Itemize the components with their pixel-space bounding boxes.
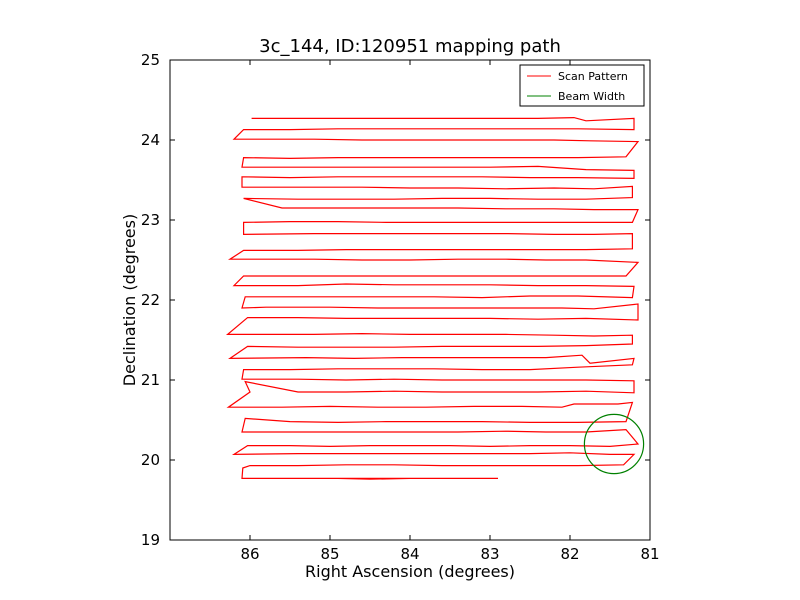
y-tick-label: 19 (141, 531, 160, 549)
y-tick-label: 25 (141, 51, 160, 69)
chart-title: 3c_144, ID:120951 mapping path (259, 36, 561, 57)
y-axis: 19 20 21 22 23 24 25 (141, 51, 650, 549)
y-tick-label: 24 (141, 131, 160, 149)
y-tick-label: 22 (141, 291, 160, 309)
y-tick-label: 20 (141, 451, 160, 469)
x-tick-label: 85 (320, 545, 339, 563)
series-layer (225, 116, 645, 480)
y-tick-label: 23 (141, 211, 160, 229)
y-tick-label: 21 (141, 371, 160, 389)
x-tick-label: 81 (640, 545, 659, 563)
series-scan-pattern (225, 116, 640, 480)
plot-clip-group (225, 116, 645, 480)
x-tick-label: 84 (400, 545, 419, 563)
legend: Scan Pattern Beam Width (519, 64, 645, 107)
x-tick-label: 86 (240, 545, 259, 563)
x-tick-label: 83 (480, 545, 499, 563)
legend-label-beam-width: Beam Width (558, 90, 625, 103)
legend-box (519, 64, 645, 107)
x-axis-label: Right Ascension (degrees) (305, 562, 515, 581)
legend-label-scan-pattern: Scan Pattern (558, 70, 628, 83)
x-tick-label: 82 (560, 545, 579, 563)
series-beam-width (583, 413, 645, 475)
x-axis: 86 85 84 83 82 81 (240, 60, 660, 563)
y-axis-label: Declination (degrees) (120, 214, 139, 386)
